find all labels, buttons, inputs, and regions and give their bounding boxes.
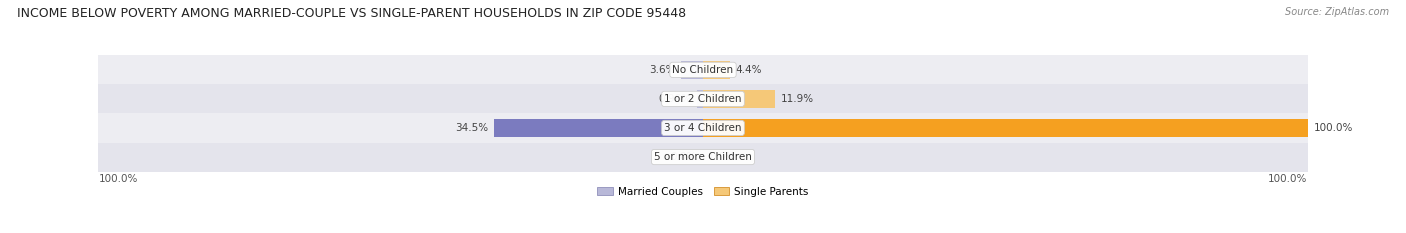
Bar [98, 55, 1308, 84]
Bar [682, 61, 703, 79]
Bar [495, 119, 703, 137]
Text: INCOME BELOW POVERTY AMONG MARRIED-COUPLE VS SINGLE-PARENT HOUSEHOLDS IN ZIP COD: INCOME BELOW POVERTY AMONG MARRIED-COUPL… [17, 7, 686, 20]
Text: No Children: No Children [672, 65, 734, 75]
Text: 0.96%: 0.96% [658, 94, 692, 104]
Text: 0.0%: 0.0% [671, 152, 697, 162]
Bar [703, 90, 775, 108]
Text: 100.0%: 100.0% [1268, 174, 1308, 184]
Bar [98, 113, 1308, 143]
Text: 3 or 4 Children: 3 or 4 Children [664, 123, 742, 133]
Bar [697, 90, 703, 108]
Text: 5 or more Children: 5 or more Children [654, 152, 752, 162]
Text: 100.0%: 100.0% [1313, 123, 1353, 133]
Bar [703, 119, 1308, 137]
Bar [98, 143, 1308, 171]
Text: 1 or 2 Children: 1 or 2 Children [664, 94, 742, 104]
Text: 11.9%: 11.9% [780, 94, 814, 104]
Legend: Married Couples, Single Parents: Married Couples, Single Parents [593, 182, 813, 201]
Text: 3.6%: 3.6% [648, 65, 675, 75]
Text: Source: ZipAtlas.com: Source: ZipAtlas.com [1285, 7, 1389, 17]
Text: 4.4%: 4.4% [735, 65, 762, 75]
Text: 0.0%: 0.0% [709, 152, 735, 162]
Bar [98, 84, 1308, 113]
Text: 100.0%: 100.0% [98, 174, 138, 184]
Bar [703, 61, 730, 79]
Text: 34.5%: 34.5% [456, 123, 488, 133]
